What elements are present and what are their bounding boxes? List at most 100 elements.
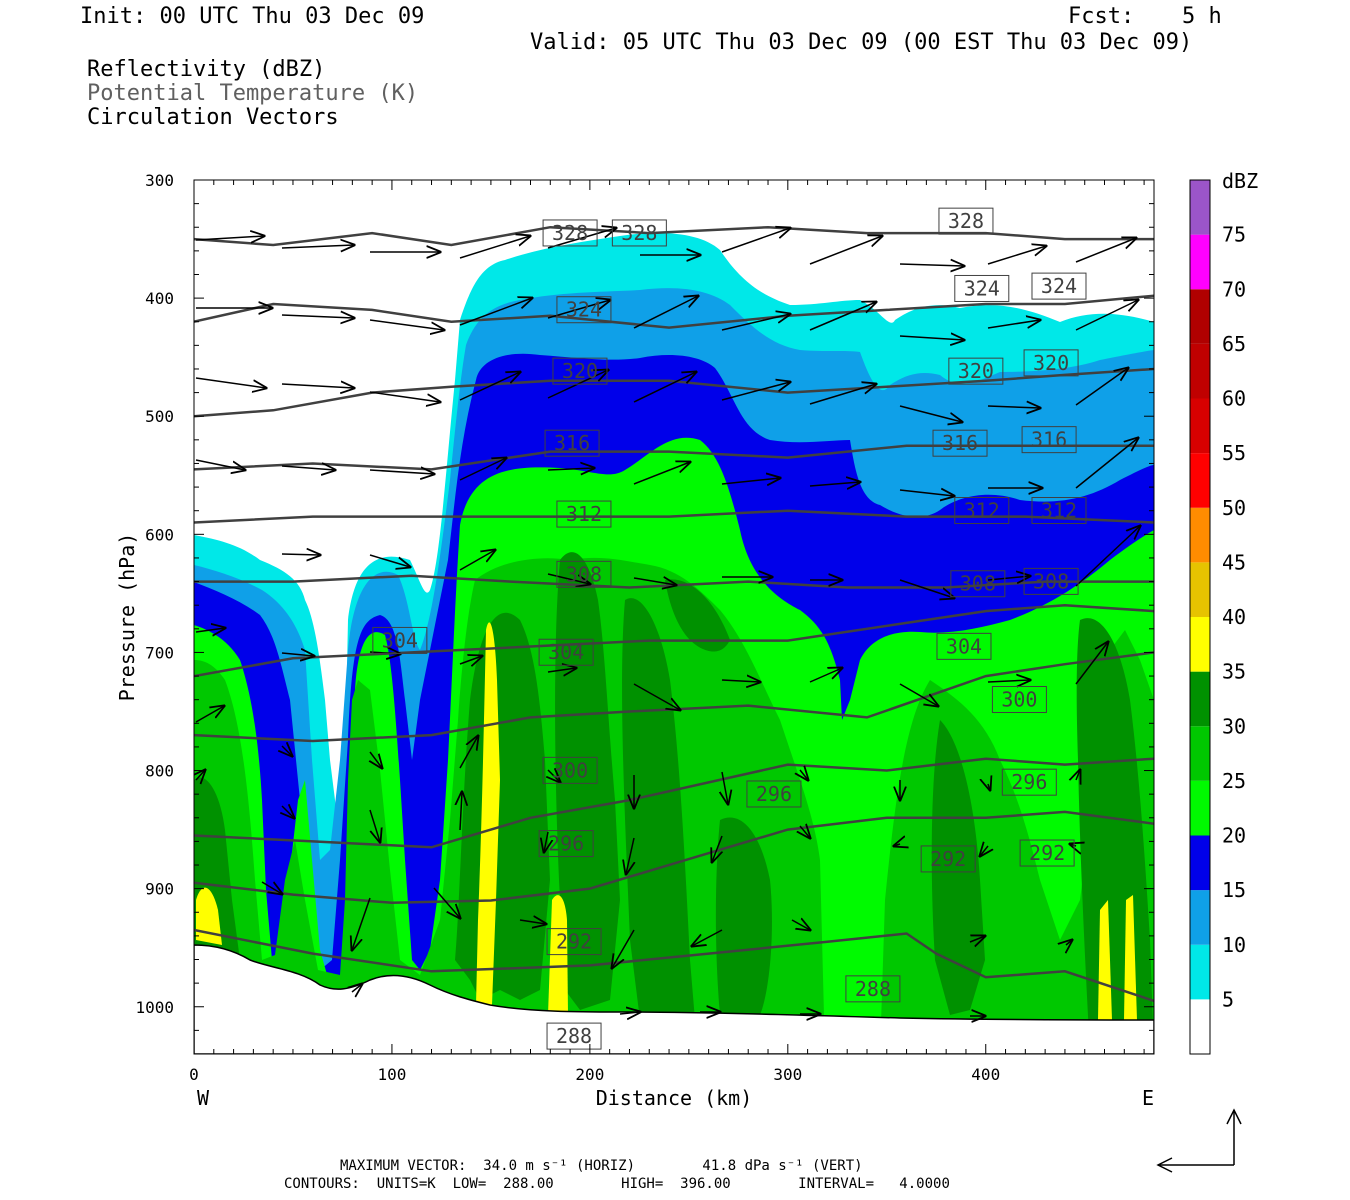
theta-label-text: 316: [554, 431, 590, 455]
circulation-vector: [987, 680, 1030, 682]
circulation-vector: [791, 920, 810, 930]
theta-label-text: 292: [556, 930, 592, 954]
east-label: E: [1142, 1086, 1154, 1110]
refl-region-35-b: [476, 622, 500, 1005]
circulation-vector: [352, 897, 371, 950]
circulation-vector: [547, 300, 610, 319]
circulation-vector: [433, 887, 460, 918]
circulation-vector: [899, 579, 954, 598]
theta-label: 312: [954, 497, 1010, 525]
theta-contour-300: [194, 651, 1154, 743]
circulation-vector: [548, 770, 560, 782]
circulation-vector: [969, 936, 985, 942]
potential-temperature-labels: 328 328 328 324 324 324 320 320 320 316 316 316 312 3…: [372, 207, 1087, 1050]
field-reflectivity: Reflectivity (dBZ): [87, 57, 326, 82]
circulation-vector: [547, 668, 576, 672]
circulation-vector: [809, 384, 876, 405]
theta-label: 312: [1031, 497, 1087, 525]
theta-label: 324: [556, 296, 612, 324]
colorbar-label: 40: [1222, 605, 1246, 629]
theta-label: 308: [1023, 567, 1079, 595]
valid-time: Valid: 05 UTC Thu 03 Dec 09 (00 EST Thu …: [530, 30, 1193, 55]
x-axis: 0 100 200 300 400: [189, 180, 1145, 1084]
circulation-vector: [980, 846, 988, 856]
circulation-vector: [460, 792, 462, 831]
circulation-vector: [633, 578, 676, 585]
theta-label-text: 312: [566, 502, 602, 526]
circulation-vector: [281, 466, 335, 470]
potential-temperature-contours: [194, 225, 1154, 1003]
theta-label-text: 312: [1041, 499, 1077, 523]
colorbar-swatch: [1190, 562, 1210, 617]
theta-contour-312: [194, 509, 1154, 524]
theta-label: 288: [546, 1022, 602, 1050]
theta-contour-292: [194, 810, 1154, 905]
theta-label-text: 320: [1033, 351, 1069, 375]
colorbar-swatch: [1190, 180, 1210, 235]
circulation-vector: [281, 245, 354, 248]
circulation-vector: [899, 683, 938, 706]
theta-label: 296: [746, 780, 802, 808]
west-label: W: [197, 1086, 210, 1110]
refl-region-30-h: [715, 817, 772, 1015]
circulation-vector: [519, 920, 546, 924]
y-tick-label: 900: [145, 880, 174, 899]
theta-label: 292: [920, 845, 976, 873]
circulation-vector: [899, 264, 964, 266]
theta-label: 292: [1019, 839, 1075, 867]
circulation-vector: [809, 668, 842, 683]
circulation-vector: [809, 482, 860, 486]
circulation-vector: [459, 458, 506, 481]
colorbar-label: 55: [1222, 441, 1246, 465]
circulation-vector: [721, 680, 760, 682]
circulation-vector: [721, 314, 790, 331]
theta-label-text: 300: [1001, 687, 1037, 711]
colorbar-label: 20: [1222, 824, 1246, 848]
y-tick-label: 1000: [135, 998, 174, 1017]
reflectivity-field: 328 328 328 324 324 324 320 320 320 316 316 316 312 3…: [194, 180, 1154, 1054]
init-time: Init: 00 UTC Thu 03 Dec 09: [80, 4, 425, 29]
x-tick-label: 0: [189, 1065, 199, 1084]
circulation-vector: [1066, 940, 1072, 945]
theta-label: 296: [1001, 768, 1057, 796]
theta-label-text: 292: [930, 847, 966, 871]
circulation-vector: [809, 236, 882, 265]
circulation-vector: [721, 478, 780, 484]
circulation-vector: [1075, 238, 1136, 263]
circulation-vector: [612, 929, 635, 968]
colorbar-swatch: [1190, 507, 1210, 563]
refl-region-35-d: [1098, 900, 1112, 1020]
colorbar-label: 10: [1222, 933, 1246, 957]
colorbar-label: 35: [1222, 660, 1246, 684]
circulation-vector: [1075, 438, 1138, 489]
refl-region-30-g: [1076, 618, 1154, 1054]
y-axis: 300 400 500 600 700 800 900 1000: [135, 171, 1154, 1031]
theta-label-text: 292: [1029, 841, 1065, 865]
theta-label-text: 324: [964, 276, 1000, 300]
circulation-vector: [261, 881, 282, 894]
theta-contour-296: [194, 757, 1154, 849]
circulation-vector: [1070, 844, 1076, 846]
circulation-vector: [1075, 368, 1128, 406]
colorbar-swatch: [1190, 289, 1210, 344]
circulation-vector: [281, 315, 354, 318]
circulation-vector: [633, 296, 698, 329]
circulation-vector: [800, 770, 808, 780]
circulation-vector: [459, 736, 478, 769]
theta-label: 304: [372, 626, 428, 654]
circulation-vector: [722, 771, 728, 804]
theta-label-text: 324: [1041, 274, 1077, 298]
circulation-vector: [987, 576, 1030, 580]
circulation-vector: [195, 377, 266, 388]
reflectivity-colorbar: 5 10 15 20 25 30 35 40 45 50 55 60 65 70 75: [1189, 179, 1246, 1055]
circulation-vectors: [196, 228, 1140, 1016]
circulation-vector: [196, 770, 205, 780]
theta-contour-304: [194, 603, 1154, 678]
colorbar-swatch: [1190, 617, 1210, 672]
theta-label-text: 312: [964, 499, 1000, 523]
circulation-vector: [370, 751, 382, 768]
theta-label: 328: [938, 207, 994, 235]
field-potential-temperature: Potential Temperature (K): [87, 81, 419, 106]
theta-label-text: 304: [946, 634, 982, 658]
circulation-vector: [1076, 770, 1080, 780]
